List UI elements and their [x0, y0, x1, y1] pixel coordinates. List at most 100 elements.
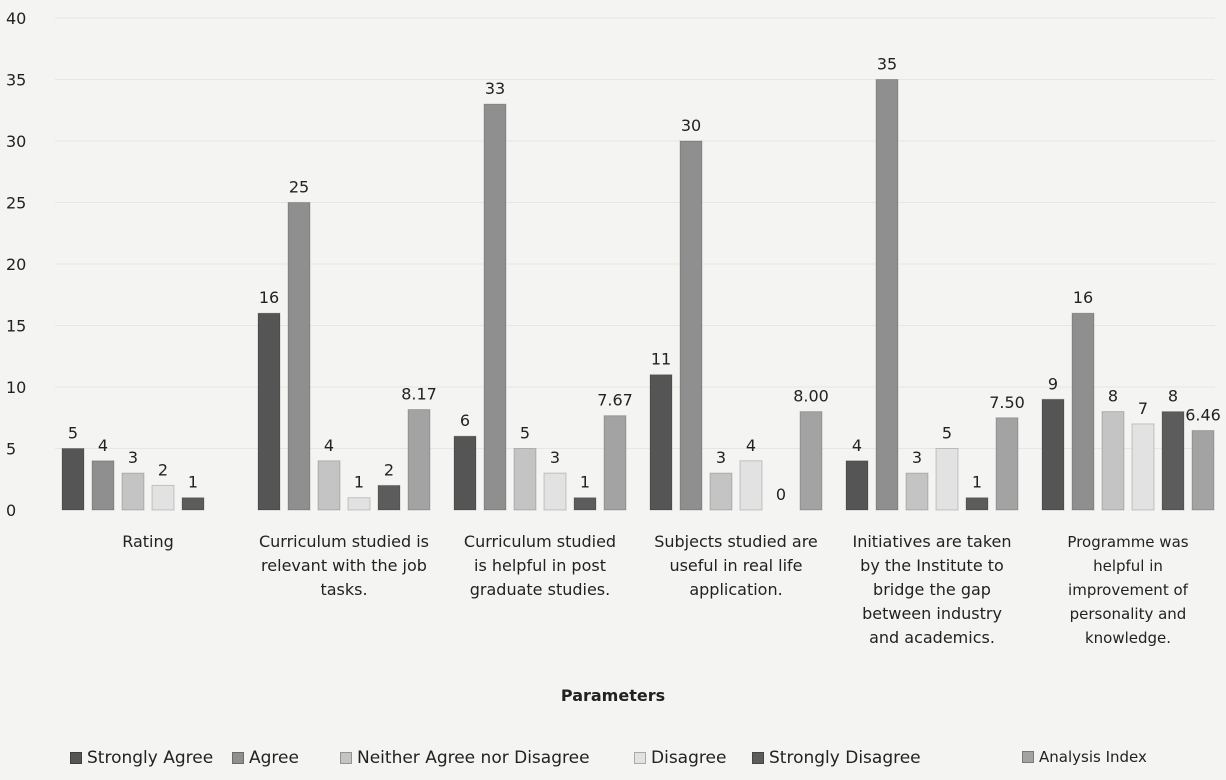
y-tick-label: 30: [6, 132, 26, 151]
bar-strongly-disagree-5: [1161, 411, 1185, 511]
y-tick-label: 0: [6, 501, 16, 520]
legend-swatch: [752, 752, 764, 764]
data-label: 6: [460, 411, 470, 430]
data-label: 5: [942, 424, 952, 443]
data-label: 9: [1048, 374, 1058, 393]
data-label: 1: [972, 473, 982, 492]
category-label-line: application.: [689, 580, 783, 599]
bar-analysis-index-3: [799, 411, 823, 511]
category-label-line: useful in real life: [669, 556, 803, 575]
data-label: 16: [1073, 288, 1093, 307]
data-label: 3: [912, 448, 922, 467]
gridlines: [55, 17, 1215, 449]
category-label-line: is helpful in post: [474, 556, 606, 575]
category-label-line: Rating: [122, 532, 174, 551]
bar-strongly-disagree-2: [573, 497, 597, 511]
bar-disagree-2: [543, 472, 567, 511]
legend-item: Analysis Index: [1022, 748, 1147, 766]
x-axis-title: Parameters: [560, 686, 666, 705]
legend-swatch: [340, 752, 352, 764]
data-label: 7.50: [989, 393, 1025, 412]
category-label-line: Initiatives are taken: [852, 532, 1012, 551]
category-label-line: relevant with the job: [261, 556, 427, 575]
category-label: Rating: [52, 530, 244, 554]
y-tick-label: 40: [6, 9, 26, 28]
bar-strongly-disagree-4: [965, 497, 989, 511]
data-label: 5: [68, 424, 78, 443]
y-tick-label: 5: [6, 440, 16, 459]
category-label-line: Subjects studied are: [654, 532, 818, 551]
data-label: 7: [1138, 399, 1148, 418]
bar-agree-4: [875, 79, 899, 511]
category-label: Curriculum studied is helpful in post grad…: [444, 530, 636, 602]
bar-neither-agree-nor-disagree-1: [317, 460, 341, 511]
bar-disagree-1: [347, 497, 371, 511]
data-label: 2: [384, 460, 394, 479]
bar-analysis-index-5: [1191, 430, 1215, 511]
bar-neither-agree-nor-disagree-5: [1101, 411, 1125, 511]
data-label: 8: [1108, 387, 1118, 406]
category-label-line: tasks.: [320, 580, 368, 599]
bar-analysis-index-1: [407, 409, 431, 511]
bar-strongly-agree-1: [257, 312, 281, 511]
bar-disagree-4: [935, 448, 959, 511]
data-label: 30: [681, 116, 701, 135]
data-label: 1: [580, 473, 590, 492]
legend-swatch: [634, 752, 646, 764]
category-label-line: by the Institute to: [860, 556, 1004, 575]
bar-disagree-3: [739, 460, 763, 511]
data-label: 3: [550, 448, 560, 467]
category-label-line: Curriculum studied: [463, 532, 617, 551]
category-label-line: between industry: [862, 604, 1002, 623]
bar-neither-agree-nor-disagree-4: [905, 472, 929, 511]
legend: Strongly Agree Agree Neither Agree nor Dis…: [0, 748, 1226, 776]
data-label: 1: [354, 473, 364, 492]
category-label-line: graduate studies.: [469, 580, 611, 599]
category-label-line: improvement of: [1068, 581, 1188, 599]
data-label: 8.00: [793, 387, 829, 406]
data-label: 7.67: [597, 391, 633, 410]
bar-agree-1: [287, 202, 311, 511]
bar-neither-agree-nor-disagree-0: [121, 472, 145, 511]
bar-strongly-agree-3: [649, 374, 673, 511]
legend-label: Neither Agree nor Disagree: [357, 748, 590, 768]
bar-agree-0: [91, 460, 115, 511]
data-label: 5: [520, 424, 530, 443]
category-label-line: Programme was: [1067, 533, 1189, 551]
data-label: 33: [485, 79, 505, 98]
bar-disagree-0: [151, 484, 175, 511]
bar-neither-agree-nor-disagree-3: [709, 472, 733, 511]
legend-swatch: [232, 752, 244, 764]
y-tick-label: 25: [6, 194, 26, 213]
category-label-line: helpful in: [1093, 557, 1163, 575]
data-label: 8.17: [401, 385, 437, 404]
data-label: 4: [324, 436, 334, 455]
data-label: 2: [158, 460, 168, 479]
category-label: Programme was helpful in improvement of per…: [1032, 530, 1224, 650]
bar-agree-5: [1071, 312, 1095, 511]
bar-agree-2: [483, 103, 507, 511]
data-label: 4: [98, 436, 108, 455]
data-label: 3: [716, 448, 726, 467]
legend-label: Strongly Agree: [87, 748, 214, 768]
category-label: Initiatives are taken by the Institute to…: [836, 530, 1028, 650]
category-label-line: Curriculum studied is: [258, 532, 430, 551]
bar-strongly-disagree-1: [377, 484, 401, 511]
legend-label: Analysis Index: [1039, 748, 1147, 766]
category-label-line: and academics.: [869, 628, 995, 647]
data-label: 25: [289, 178, 309, 197]
data-label: 35: [877, 55, 897, 74]
category-label: Curriculum studied is relevant with the j…: [248, 530, 440, 602]
bar-strongly-agree-5: [1041, 398, 1065, 511]
legend-item: Disagree: [634, 748, 726, 768]
data-label: 11: [651, 350, 671, 369]
bar-disagree-5: [1131, 423, 1155, 511]
bar-strongly-agree-4: [845, 460, 869, 511]
bars: [61, 79, 1215, 511]
category-label-line: bridge the gap: [873, 580, 991, 599]
data-label: 1: [188, 473, 198, 492]
legend-label: Disagree: [651, 748, 727, 768]
